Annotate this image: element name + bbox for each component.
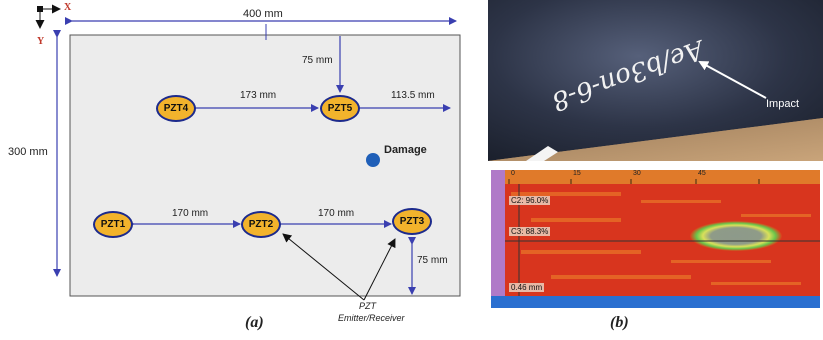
caption-a: (a) [245,314,264,331]
dim-pzt3-bottom: 75 mm [417,255,448,266]
x-axis-label: X [64,2,72,13]
dim-pzt5-right: 113.5 mm [391,90,435,101]
damage-label: Damage [384,144,427,156]
scale-tick-0: 0 [511,170,515,177]
impact-label: Impact [766,98,800,110]
pzt1-transducer: PZT1 [93,211,133,238]
scale-tick-45: 45 [698,170,706,177]
pzt2-transducer: PZT2 [241,211,281,238]
pzt3-transducer: PZT3 [392,208,432,235]
damage-marker [366,153,380,167]
pointer-to-pzt2 [282,233,365,301]
pzt-note-line2: Emitter/Receiver [338,313,405,323]
scale-tick-30: 30 [633,170,641,177]
scale-tick-15: 15 [573,170,581,177]
axis-indicator [35,4,61,29]
width-label: 400 mm [243,8,283,20]
composite-plate [69,34,461,297]
gate-c2-readout: C2: 96.0% [509,196,551,205]
height-label: 300 mm [8,146,48,158]
dim-pzt1-pzt2: 170 mm [172,208,209,219]
pzt5-transducer: PZT5 [320,95,360,122]
dim-pzt5-top: 75 mm [302,55,333,66]
c-scan-image: 0 15 30 45 C2: 96.0% C3: 88.3% 0.46 mm [491,170,820,308]
dim-pzt4-pzt5: 173 mm [240,90,277,101]
pointer-to-pzt3 [363,238,396,301]
depth-readout: 0.46 mm [509,283,545,292]
pzt4-transducer: PZT4 [156,95,196,122]
gate-c3-readout: C3: 88.3% [509,227,551,236]
specimen-photo: Ae/b3on-6-8 Impact [488,0,823,161]
dim-pzt2-pzt3: 170 mm [318,208,355,219]
pzt-note-line1: PZT [359,301,376,311]
y-axis-label: Y [37,36,45,47]
caption-b: (b) [610,314,629,331]
